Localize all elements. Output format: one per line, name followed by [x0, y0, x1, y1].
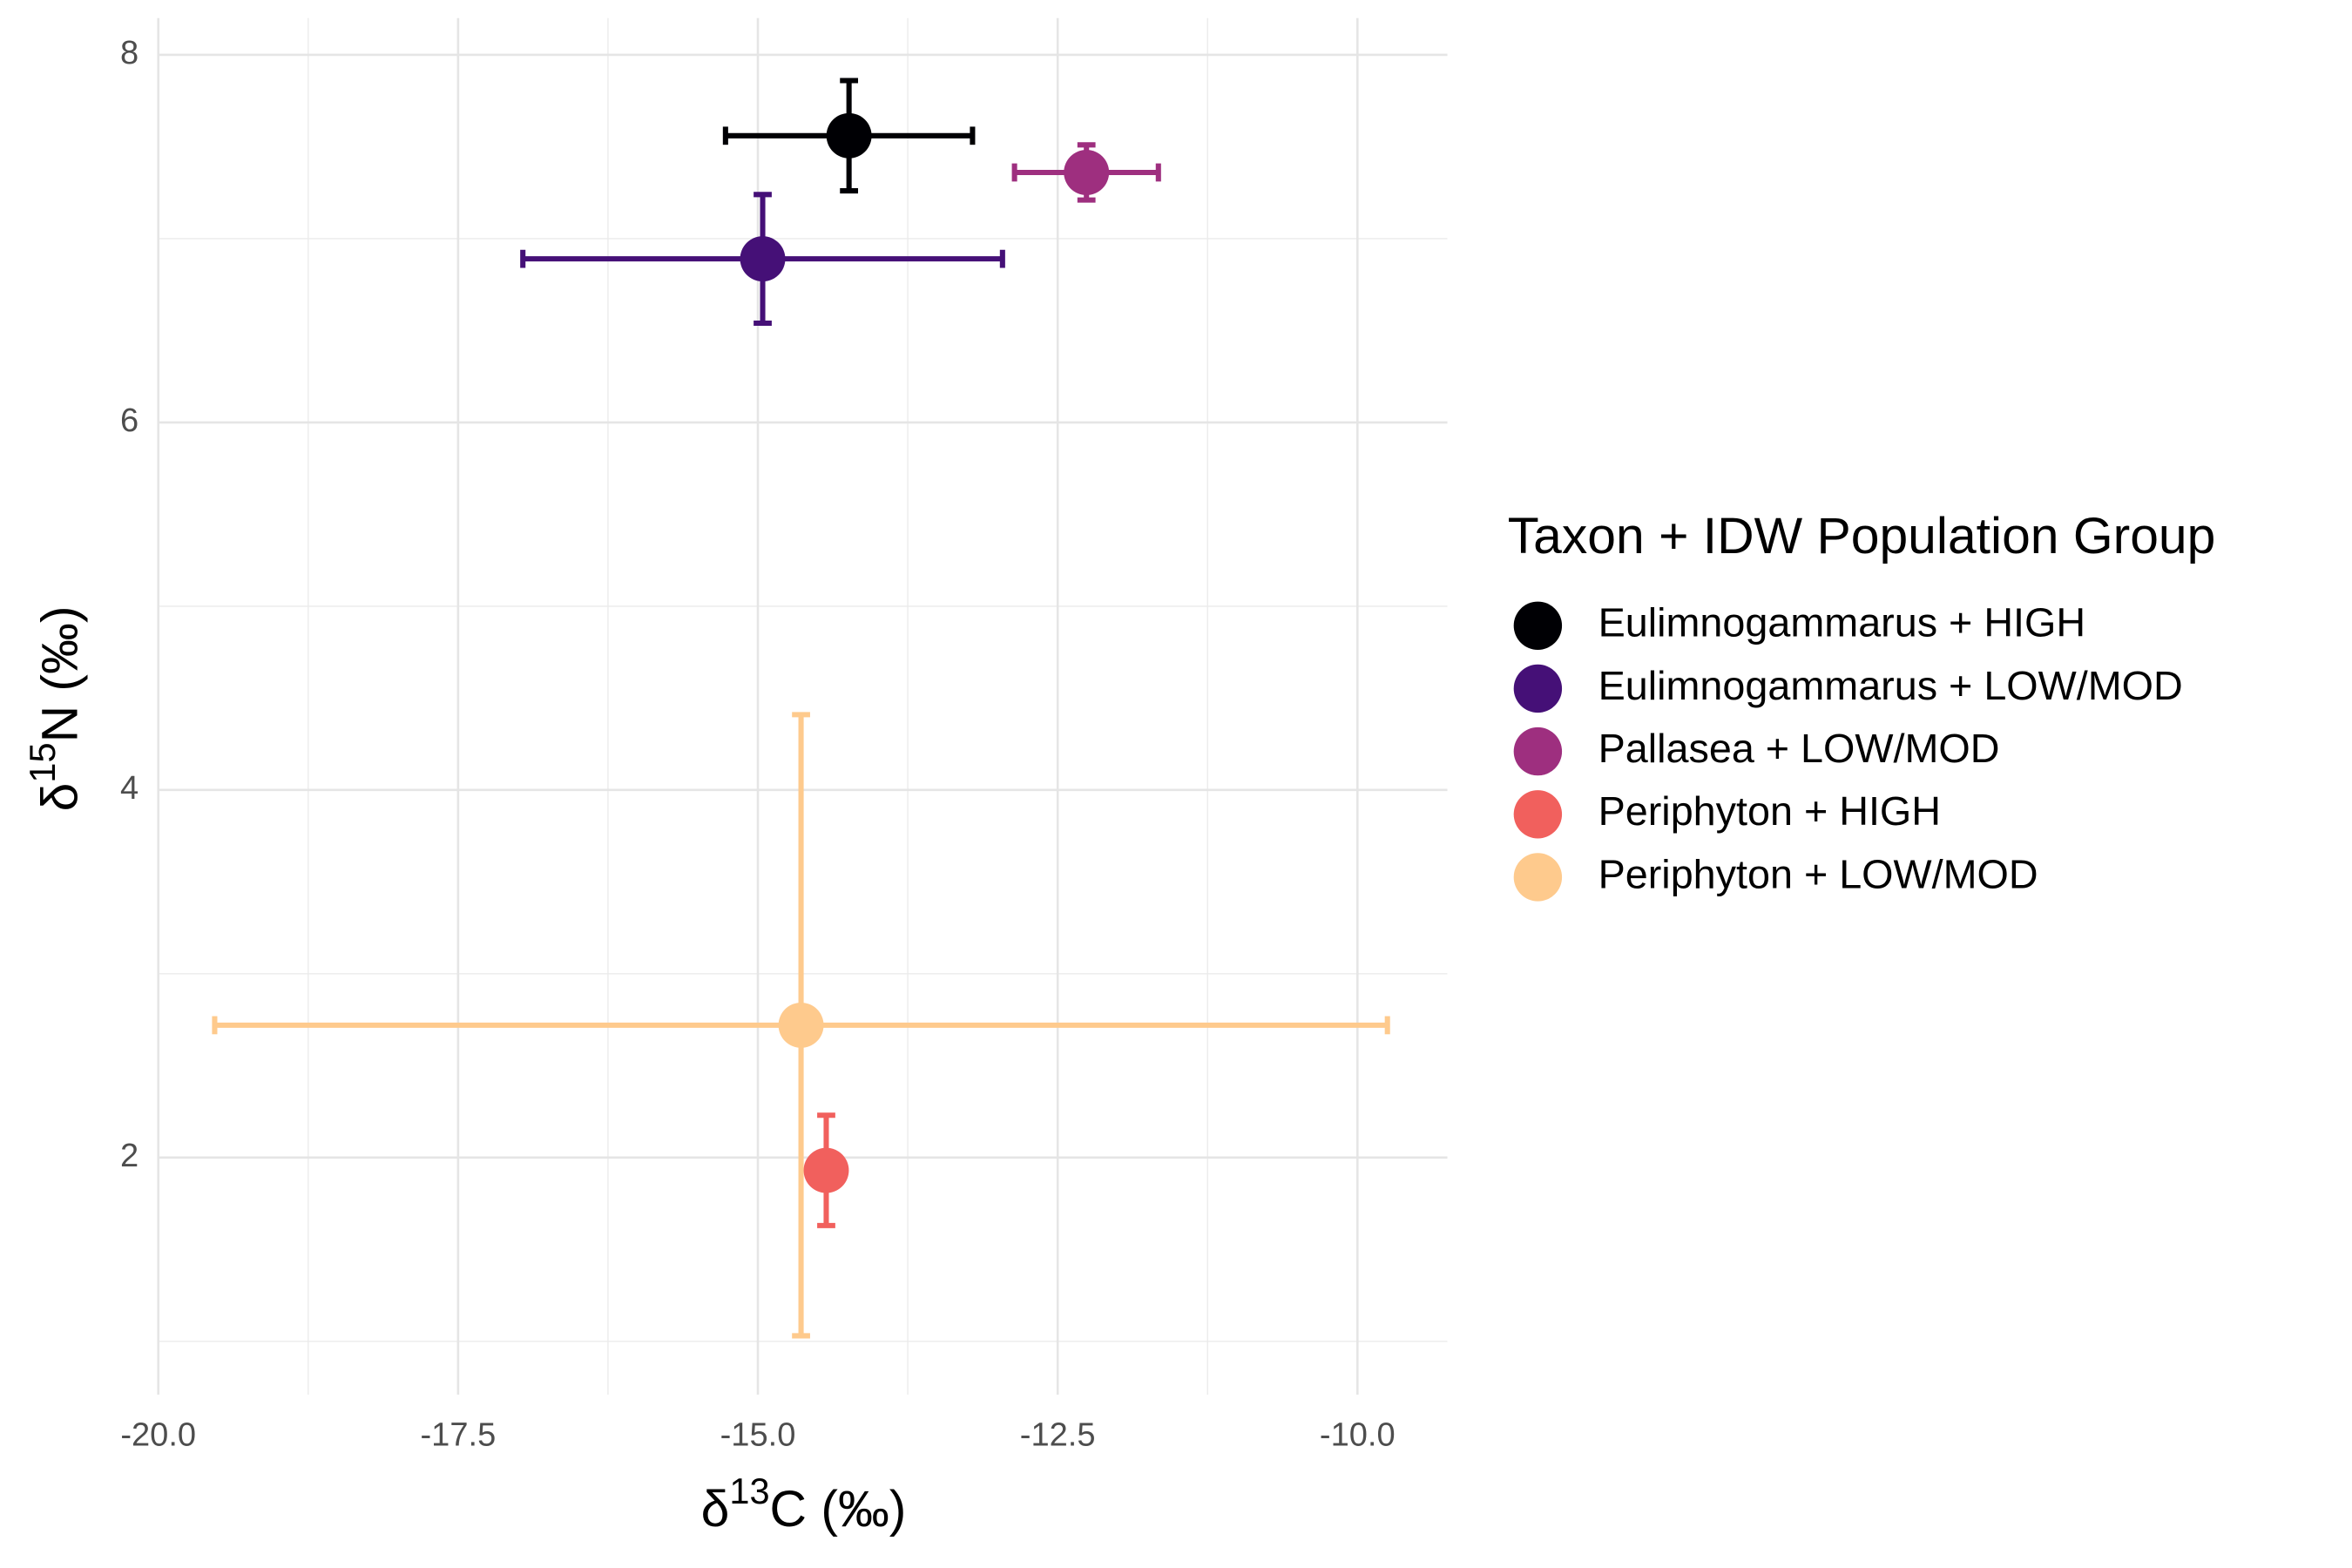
legend-label: Eulimnogammarus + HIGH [1598, 600, 2086, 645]
x-tick-label: -17.5 [420, 1416, 496, 1453]
x-tick-label: -20.0 [120, 1416, 196, 1453]
x-label-symbol: δ [701, 1481, 730, 1538]
x-label-sup: 13 [729, 1470, 769, 1511]
legend-label: Pallasea + LOW/MOD [1598, 726, 2000, 771]
y-label-symbol: δ [31, 783, 88, 812]
point [826, 112, 872, 159]
legend-swatch [1513, 727, 1563, 776]
legend-swatch [1513, 664, 1563, 713]
x-tick-label: -12.5 [1020, 1416, 1096, 1453]
legend-swatch [1513, 790, 1563, 839]
legend-label: Periphyton + LOW/MOD [1598, 851, 2038, 896]
y-tick-label: 4 [120, 770, 139, 807]
point [778, 1002, 824, 1048]
legend-swatch [1513, 601, 1563, 650]
y-tick-label: 2 [120, 1138, 139, 1174]
x-label-rest: C (‰) [770, 1481, 907, 1538]
x-axis-title: δ13C (‰) [701, 1470, 907, 1537]
point [740, 236, 786, 282]
point [1064, 150, 1110, 195]
point [803, 1147, 849, 1193]
x-tick-label: -15.0 [720, 1416, 796, 1453]
legend-title: Taxon + IDW Population Group [1508, 508, 2216, 564]
y-label-sup: 15 [22, 742, 63, 782]
legend-label: Eulimnogammarus + LOW/MOD [1598, 663, 2183, 708]
y-tick-label: 6 [120, 402, 139, 439]
y-label-rest: N (‰) [31, 606, 88, 743]
y-axis-title: δ15N (‰) [22, 606, 88, 812]
y-tick-label: 8 [120, 35, 139, 71]
legend-label: Periphyton + HIGH [1598, 788, 1941, 834]
x-tick-label: -10.0 [1320, 1416, 1396, 1453]
legend-swatch [1513, 853, 1563, 902]
